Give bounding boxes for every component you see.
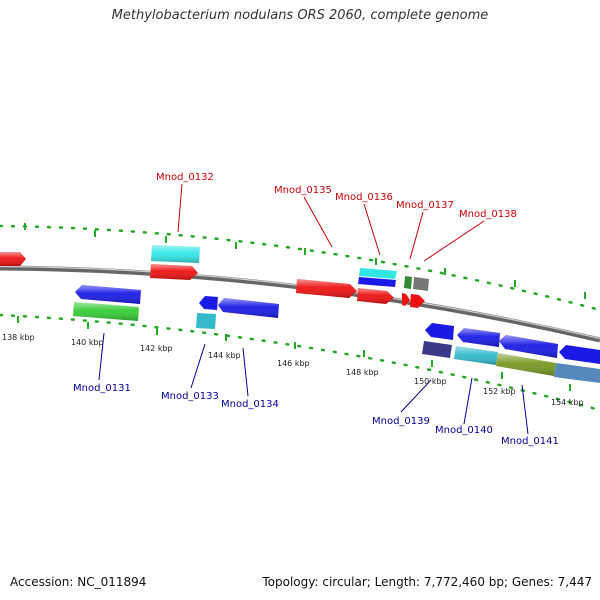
genome-title: Methylobacterium nodulans ORS 2060, comp…: [111, 8, 489, 23]
gene-labels-top: Mnod_0132 Mnod_0135 Mnod_0136 Mnod_0137 …: [156, 172, 517, 220]
top-leader-lines: [177, 183, 485, 262]
gene-label-mnod-0139[interactable]: Mnod_0139: [372, 416, 430, 427]
gene-mnod-0138[interactable]: [413, 277, 429, 291]
bottom-scale-major-ticks: [17, 316, 571, 391]
gene-label-mnod-0141[interactable]: Mnod_0141: [501, 436, 559, 447]
tick-label-148: 148 kbp: [346, 368, 379, 377]
tick-label-140: 140 kbp: [71, 338, 104, 347]
bottom-scale-dots: [0, 313, 600, 412]
tick-label-138: 138 kbp: [2, 333, 35, 342]
tick-label-144: 144 kbp: [208, 351, 241, 360]
gene-mnod-0133[interactable]: [196, 313, 216, 329]
gene-label-mnod-0134[interactable]: Mnod_0134: [221, 399, 279, 410]
gene-right-edge-steel[interactable]: [554, 363, 600, 383]
gene-label-mnod-0136[interactable]: Mnod_0136: [335, 192, 393, 203]
tick-label-142: 142 kbp: [140, 344, 173, 353]
gene-mnod-0136-cyan[interactable]: [359, 268, 397, 279]
gene-label-mnod-0132[interactable]: Mnod_0132: [156, 172, 214, 183]
tick-label-146: 146 kbp: [277, 359, 310, 368]
gene-mnod-0133-blue[interactable]: [199, 296, 218, 310]
gene-label-mnod-0137[interactable]: Mnod_0137: [396, 200, 454, 211]
top-scale-dots: [0, 224, 600, 312]
gene-labels-bottom: Mnod_0131 Mnod_0133 Mnod_0134 Mnod_0139 …: [73, 383, 559, 447]
gene-label-mnod-0138[interactable]: Mnod_0138: [459, 209, 517, 220]
gene-mnod-0137-red[interactable]: [402, 293, 410, 306]
gene-mnod-0136-blue[interactable]: [358, 277, 396, 287]
gene-label-mnod-0135[interactable]: Mnod_0135: [274, 185, 332, 196]
gene-mnod-0138-red[interactable]: [410, 294, 425, 308]
gene-label-mnod-0131[interactable]: Mnod_0131: [73, 383, 131, 394]
top-scale-major-ticks: [24, 223, 586, 299]
gene-label-mnod-0140[interactable]: Mnod_0140: [435, 425, 493, 436]
gene-mnod-0137[interactable]: [404, 276, 412, 289]
tick-label-150: 150 kbp: [414, 377, 447, 386]
gene-right-edge-blue[interactable]: [559, 345, 600, 364]
scale-labels: 138 kbp 140 kbp 142 kbp 144 kbp 146 kbp …: [2, 333, 584, 407]
gene-label-mnod-0133[interactable]: Mnod_0133: [161, 391, 219, 402]
tick-label-152: 152 kbp: [483, 387, 516, 396]
bottom-leader-lines: [98, 332, 529, 435]
gene-mnod-0139[interactable]: [422, 341, 452, 358]
gene-mnod-0139-blue[interactable]: [425, 323, 454, 340]
accession-text: Accession: NC_011894: [10, 575, 147, 589]
topology-text: Topology: circular; Length: 7,772,460 bp…: [262, 575, 592, 589]
gene-gloss: [0, 245, 558, 376]
tick-label-154: 154 kbp: [551, 398, 584, 407]
